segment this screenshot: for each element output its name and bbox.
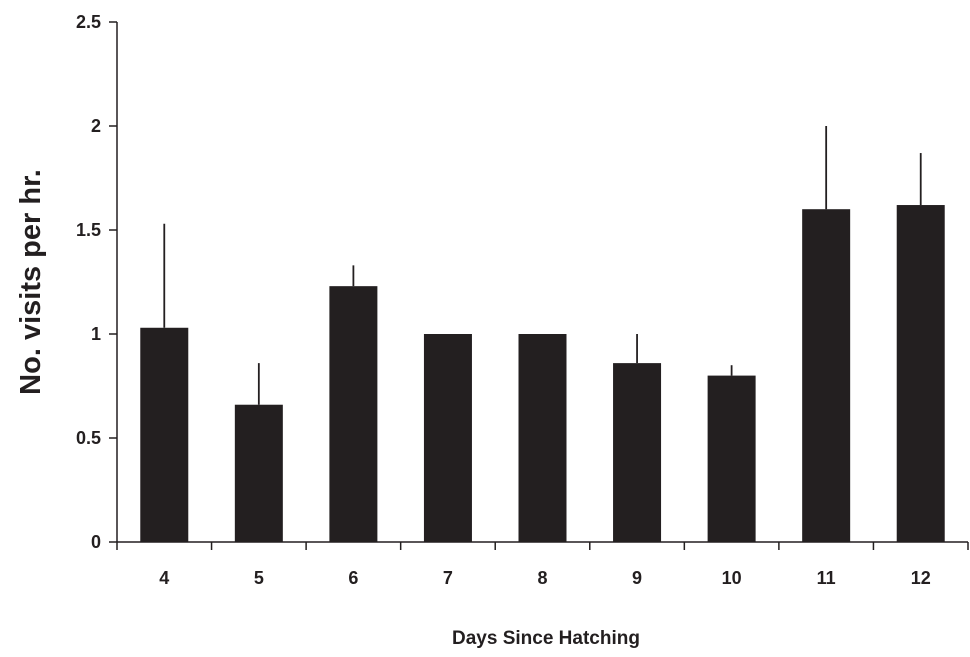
x-tick-label: 6: [348, 568, 358, 588]
x-tick-label: 9: [632, 568, 642, 588]
bars: [140, 205, 945, 543]
y-tick-label: 1.5: [76, 220, 101, 240]
bar-9: [613, 363, 662, 542]
x-tick-label: 7: [443, 568, 453, 588]
x-tick-label: 12: [911, 568, 931, 588]
y-tick-label: 2.5: [76, 12, 101, 32]
bar-7: [423, 334, 472, 542]
bar-5: [234, 404, 283, 542]
x-tick-label: 4: [159, 568, 169, 588]
bar-11: [802, 209, 851, 542]
y-tick-labels: 0 0.5 1 1.5 2 2.5: [76, 12, 101, 552]
y-axis: [109, 21, 118, 543]
y-tick-label: 0.5: [76, 428, 101, 448]
bar-4: [140, 327, 189, 542]
x-tick-labels: 4 5 6 7 8 9 10 11 12: [159, 568, 930, 588]
x-tick-label: 8: [537, 568, 547, 588]
x-axis-title: Days Since Hatching: [452, 628, 640, 649]
x-tick-label: 5: [254, 568, 264, 588]
bar-6: [329, 286, 378, 542]
y-axis-title: No. visits per hr.: [15, 169, 47, 395]
bar-8: [518, 334, 567, 542]
error-bars: [163, 126, 922, 405]
x-tick-label: 11: [817, 568, 836, 588]
y-tick-label: 2: [91, 116, 101, 136]
y-tick-label: 1: [91, 324, 101, 344]
x-tick-label: 10: [722, 568, 742, 588]
bar-10: [707, 375, 756, 542]
y-tick-label: 0: [91, 532, 101, 552]
bar-12: [896, 205, 945, 543]
x-axis: [116, 541, 969, 550]
